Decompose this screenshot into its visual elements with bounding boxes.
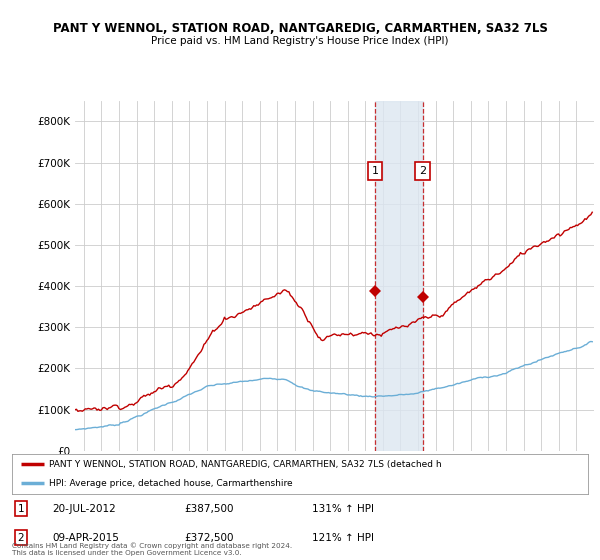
Text: 131% ↑ HPI: 131% ↑ HPI <box>311 504 374 514</box>
Text: HPI: Average price, detached house, Carmarthenshire: HPI: Average price, detached house, Carm… <box>49 479 293 488</box>
Text: Contains HM Land Registry data © Crown copyright and database right 2024.
This d: Contains HM Land Registry data © Crown c… <box>12 542 292 556</box>
Text: PANT Y WENNOL, STATION ROAD, NANTGAREDIG, CARMARTHEN, SA32 7LS: PANT Y WENNOL, STATION ROAD, NANTGAREDIG… <box>53 22 547 35</box>
Text: 1: 1 <box>17 504 24 514</box>
Text: 2: 2 <box>419 166 427 176</box>
Text: £387,500: £387,500 <box>185 504 234 514</box>
Text: 20-JUL-2012: 20-JUL-2012 <box>52 504 116 514</box>
Text: £372,500: £372,500 <box>185 533 234 543</box>
Text: 121% ↑ HPI: 121% ↑ HPI <box>311 533 374 543</box>
Text: PANT Y WENNOL, STATION ROAD, NANTGAREDIG, CARMARTHEN, SA32 7LS (detached h: PANT Y WENNOL, STATION ROAD, NANTGAREDIG… <box>49 460 442 469</box>
Text: Price paid vs. HM Land Registry's House Price Index (HPI): Price paid vs. HM Land Registry's House … <box>151 36 449 46</box>
Text: 1: 1 <box>371 166 379 176</box>
Text: 09-APR-2015: 09-APR-2015 <box>52 533 119 543</box>
Text: 2: 2 <box>17 533 24 543</box>
Bar <box>375 101 423 451</box>
